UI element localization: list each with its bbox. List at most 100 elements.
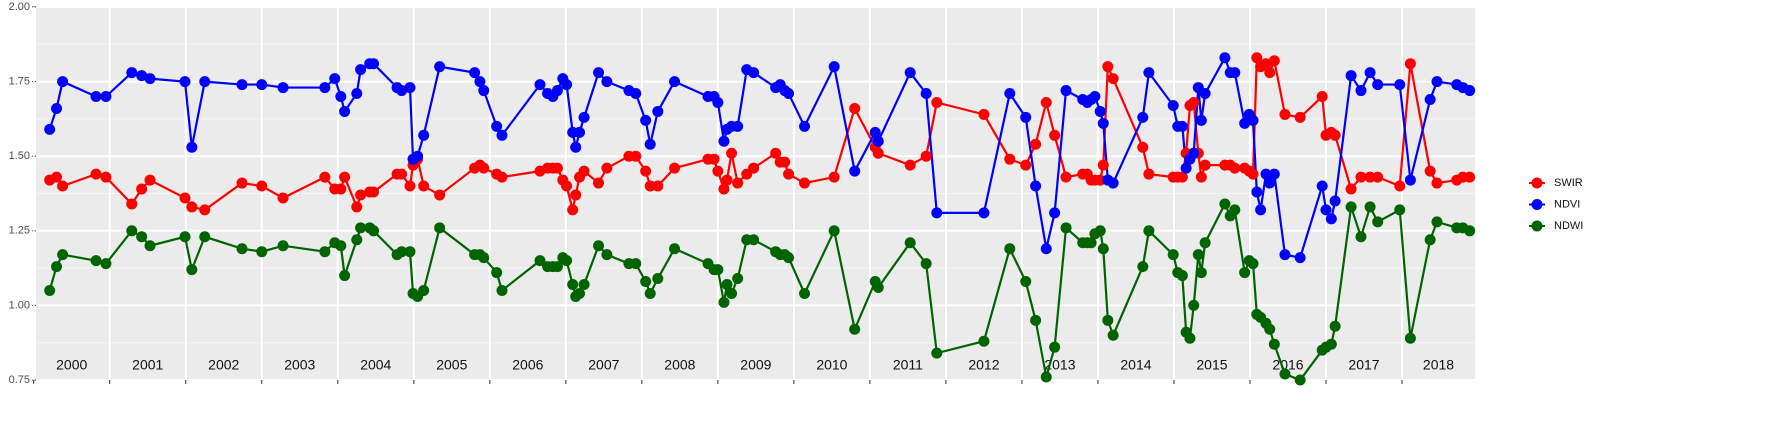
year-label: 2003 [284, 357, 315, 373]
data-point [570, 189, 582, 201]
data-point [1094, 174, 1106, 186]
data-point [355, 64, 367, 76]
data-point [339, 105, 351, 117]
data-point [1464, 171, 1476, 183]
data-point [1239, 117, 1251, 129]
data-point [551, 162, 563, 174]
data-point [1325, 213, 1337, 225]
data-point [256, 180, 268, 192]
data-point [920, 88, 932, 100]
data-point [1167, 99, 1179, 111]
data-point [90, 91, 102, 103]
data-point [1268, 168, 1280, 180]
data-point [630, 258, 642, 270]
data-point [496, 129, 508, 141]
data-point [418, 129, 430, 141]
data-point [1049, 129, 1061, 141]
data-point [1167, 249, 1179, 261]
data-point [478, 85, 490, 97]
data-point [1143, 67, 1155, 79]
data-point [644, 138, 656, 150]
data-point [1020, 276, 1032, 288]
data-point [1229, 67, 1241, 79]
data-point [799, 177, 811, 189]
data-point [904, 159, 916, 171]
data-point [256, 79, 268, 91]
data-point [1060, 171, 1072, 183]
year-label: 2002 [208, 357, 239, 373]
data-point [779, 156, 791, 168]
data-point [57, 249, 69, 261]
year-label: 2006 [512, 357, 543, 373]
year-label: 2012 [968, 357, 999, 373]
data-point [978, 108, 990, 120]
data-point [126, 225, 138, 237]
data-point [1199, 237, 1211, 249]
data-point [1219, 52, 1231, 64]
data-point [931, 347, 943, 359]
data-point [1049, 207, 1061, 219]
data-point [351, 234, 363, 246]
data-point [355, 222, 367, 234]
data-point [469, 67, 481, 79]
data-point [1143, 225, 1155, 237]
year-label: 2004 [360, 357, 391, 373]
data-point [351, 201, 363, 213]
data-point [339, 171, 351, 183]
data-point [57, 76, 69, 88]
data-point [51, 102, 63, 114]
data-point [1345, 70, 1357, 82]
data-point [1184, 332, 1196, 344]
data-point [1264, 323, 1276, 335]
data-point [551, 261, 563, 273]
data-point [199, 231, 211, 243]
data-point [783, 252, 795, 264]
data-point [1192, 249, 1204, 261]
data-point [126, 67, 138, 79]
data-point [1255, 204, 1267, 216]
data-point [1394, 204, 1406, 216]
data-point [1107, 73, 1119, 85]
y-tick-label: 2.00 [9, 1, 30, 13]
data-point [652, 273, 664, 285]
data-point [640, 276, 652, 288]
legend-marker [1531, 177, 1543, 189]
data-point [1176, 270, 1188, 282]
data-point [869, 126, 881, 138]
data-point [1102, 314, 1114, 326]
data-point [1404, 332, 1416, 344]
data-point [474, 76, 486, 88]
data-point [669, 243, 681, 255]
data-point [1085, 237, 1097, 249]
data-point [578, 279, 590, 291]
data-point [434, 222, 446, 234]
year-label: 2000 [56, 357, 87, 373]
data-point [368, 58, 380, 70]
year-label: 2018 [1423, 357, 1454, 373]
data-point [186, 264, 198, 276]
data-point [640, 165, 652, 177]
data-point [179, 192, 191, 204]
data-point [561, 79, 573, 91]
data-point [478, 162, 490, 174]
data-point [748, 162, 760, 174]
data-point [1097, 117, 1109, 129]
data-point [236, 177, 248, 189]
data-point [849, 102, 861, 114]
data-point [1316, 180, 1328, 192]
data-point [1355, 85, 1367, 97]
data-point [434, 189, 446, 201]
data-point [396, 246, 408, 258]
data-point [404, 180, 416, 192]
data-point [404, 246, 416, 258]
year-label: 2011 [893, 357, 923, 373]
data-point [561, 180, 573, 192]
data-point [872, 147, 884, 159]
data-point [1268, 338, 1280, 350]
data-point [418, 284, 430, 296]
data-point [1431, 177, 1443, 189]
data-point [1199, 159, 1211, 171]
data-point [630, 150, 642, 162]
